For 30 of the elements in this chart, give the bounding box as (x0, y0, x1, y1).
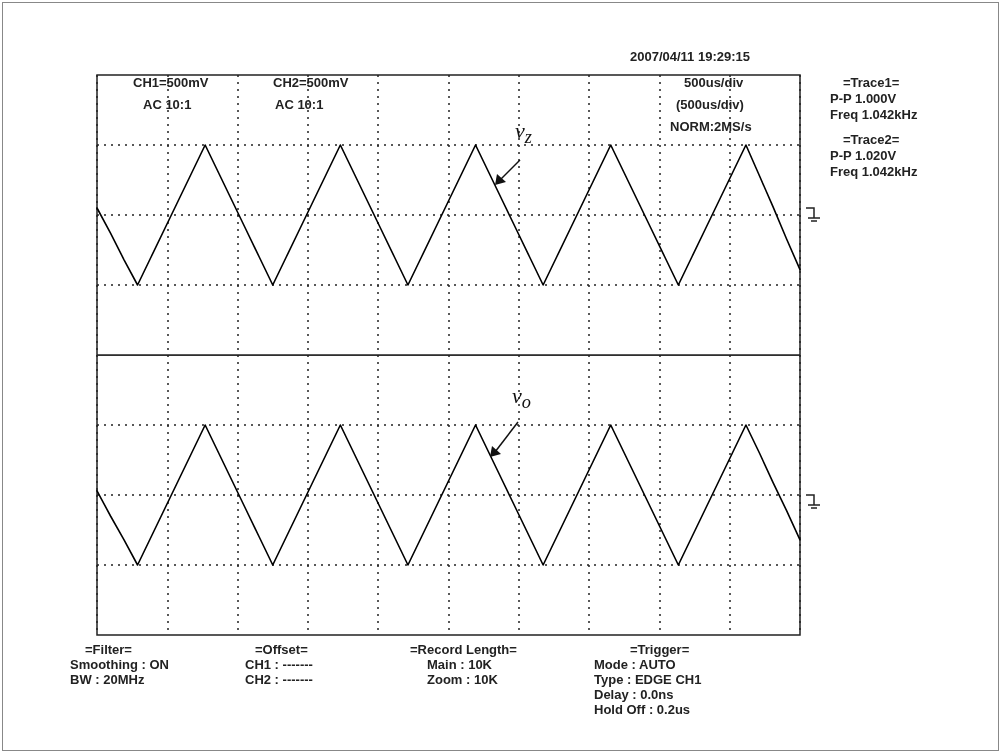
text: P-P 1.020V (830, 148, 897, 163)
text: Type : EDGE CH1 (594, 672, 702, 687)
annotation: v$_{z}$ (515, 118, 532, 149)
text: =Trigger= (630, 642, 690, 657)
text: 500us/div (684, 75, 744, 90)
text: Mode : AUTO (594, 657, 676, 672)
text: =Trace2= (843, 132, 900, 147)
text: Freq 1.042kHz (830, 107, 918, 122)
text: v$_{o}$ (512, 383, 531, 414)
text: Hold Off : 0.2us (594, 702, 691, 717)
text: NORM:2MS/s (670, 119, 752, 134)
text: CH1 : ------- (245, 657, 313, 672)
text: Main : 10K (427, 657, 493, 672)
text: Zoom : 10K (427, 672, 498, 687)
text: 2007/04/11 19:29:15 (630, 49, 750, 64)
text: Delay : 0.0ns (594, 687, 674, 702)
text: =Filter= (85, 642, 132, 657)
text: =Record Length= (410, 642, 517, 657)
text: Smoothing : ON (70, 657, 169, 672)
text: CH2 : ------- (245, 672, 313, 687)
text: CH1=500mV (133, 75, 209, 90)
text: =Offset= (255, 642, 308, 657)
text: CH2=500mV (273, 75, 349, 90)
text: BW : 20MHz (70, 672, 145, 687)
text: AC 10:1 (275, 97, 324, 112)
text: P-P 1.000V (830, 91, 897, 106)
text: Freq 1.042kHz (830, 164, 918, 179)
text: =Trace1= (843, 75, 900, 90)
text: AC 10:1 (143, 97, 192, 112)
text: (500us/div) (676, 97, 744, 112)
